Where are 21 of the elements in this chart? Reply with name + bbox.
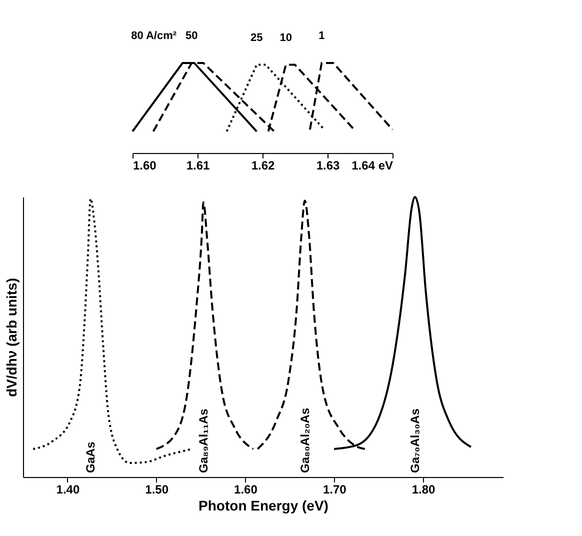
text: Ga₈₉Al₁₁As [196, 408, 210, 473]
x-tick-label: 1.64 eV [352, 158, 393, 172]
x-tick-label: 1.40 [56, 482, 80, 496]
x-axis-title: Photon Energy (eV) [198, 498, 328, 514]
series-label: 25 [250, 32, 263, 44]
x-tick-label: 1.70 [322, 482, 347, 496]
x-tick-label: 1.61 [186, 158, 210, 172]
x-tick-label: 1.60 [234, 482, 258, 496]
x-tick-label: 1.80 [412, 482, 436, 496]
y-axis-title: dV/dhν (arb units) [4, 278, 20, 397]
text: GaAs [84, 441, 98, 473]
x-tick-label: 1.63 [316, 158, 340, 172]
series-label: 1 [318, 30, 325, 42]
x-tick-label: 1.62 [251, 158, 275, 172]
series-label: 50 [186, 30, 198, 42]
text: Ga₇₀Al₃₀As [408, 408, 422, 473]
x-tick-label: 1.50 [145, 482, 169, 496]
series-label: 10 [280, 32, 292, 44]
x-tick-label: 1.60 [133, 158, 157, 172]
text: Ga₈₀Al₂₀As [298, 408, 312, 473]
series-label: 80 A/cm² [131, 30, 177, 42]
